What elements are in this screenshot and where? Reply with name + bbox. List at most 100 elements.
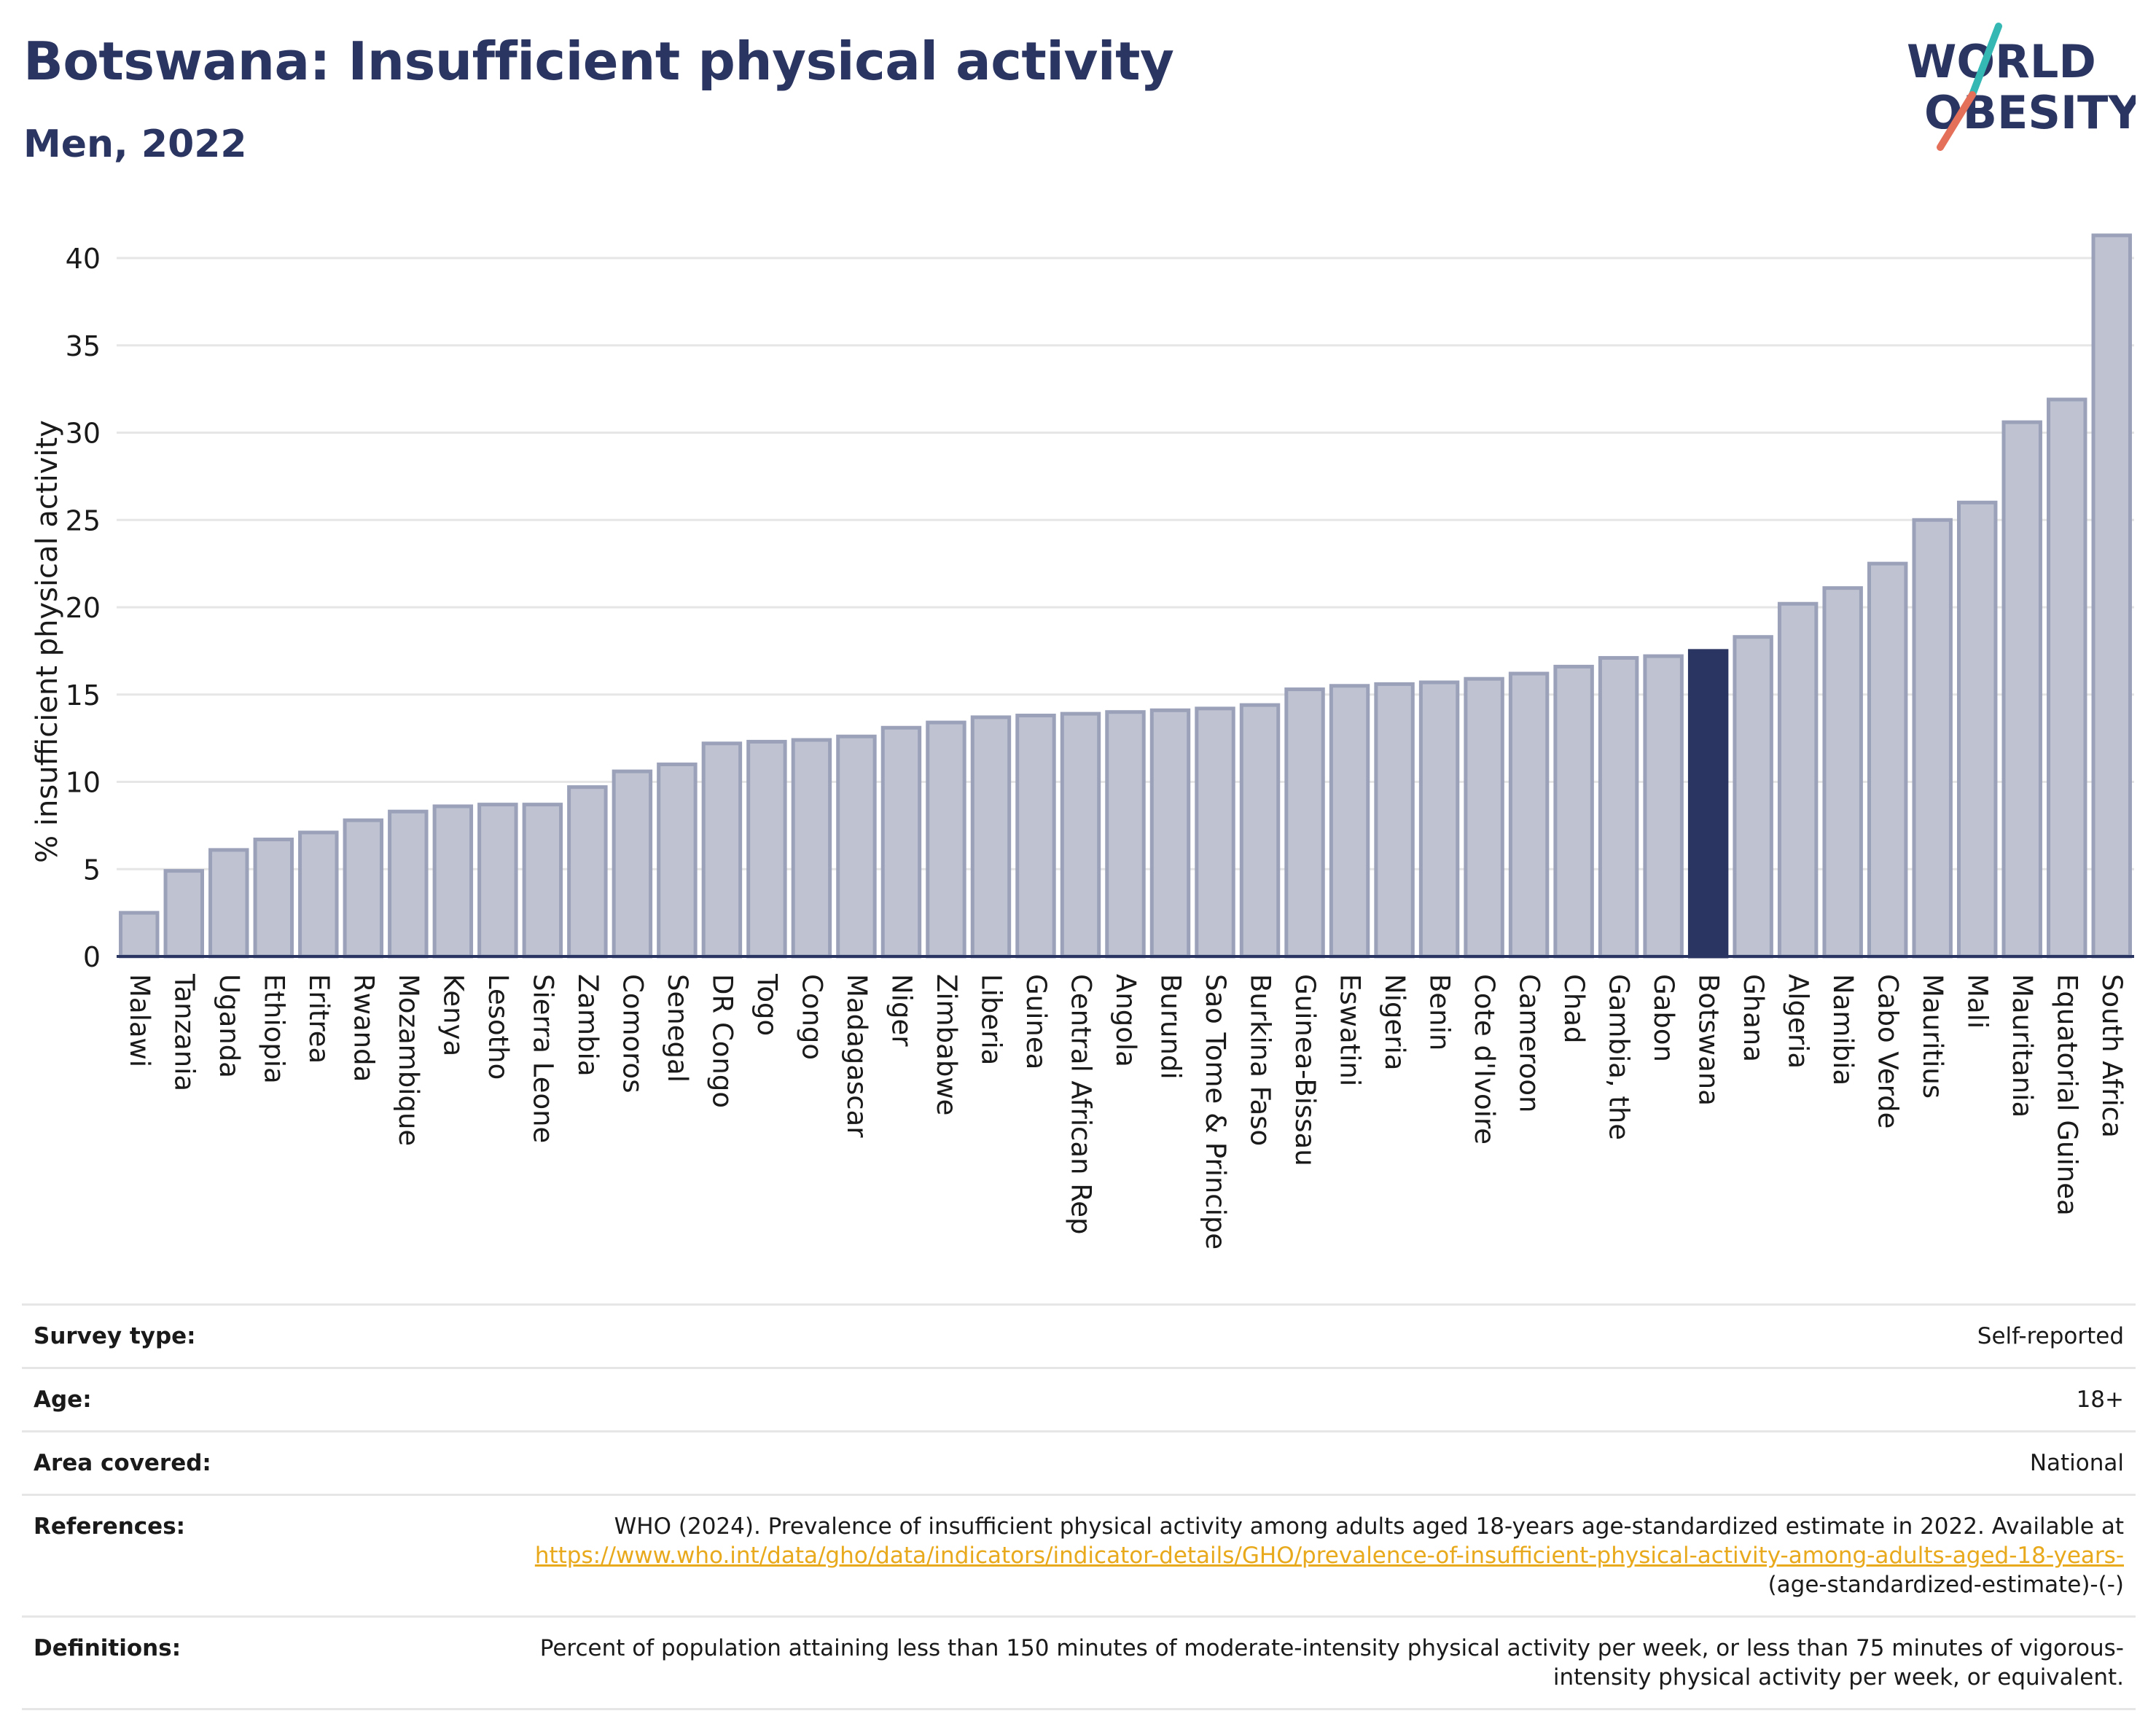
chart-subtitle: Men, 2022 — [23, 122, 247, 166]
x-tick-label: Kenya — [437, 974, 469, 1056]
bar-chart: 0 5 10 15 20 25 30 35 40 Malawi Tanzania Uganda Eth… — [31, 233, 2134, 1249]
x-tick-label: Burkina Faso — [1245, 974, 1276, 1146]
references-tail: (age-standardized-estimate)-(-) — [1768, 1572, 2124, 1598]
bar — [522, 803, 563, 959]
x-tick-label: Sierra Leone — [527, 974, 558, 1143]
y-tick-label: 40 — [66, 243, 101, 275]
definitions-label: Definitions: — [22, 1615, 483, 1710]
x-tick-label: Burundi — [1155, 974, 1187, 1080]
age-label: Age: — [22, 1367, 483, 1432]
bar — [1239, 703, 1281, 959]
survey-type-value: Self-reported — [483, 1303, 2136, 1369]
x-tick-label: Guinea-Bissau — [1289, 974, 1321, 1166]
bar — [388, 809, 429, 959]
x-tick-label: Eritrea — [303, 974, 335, 1064]
y-tick-label: 35 — [66, 330, 101, 362]
x-tick-label: Comoros — [617, 974, 648, 1093]
y-tick-label: 5 — [83, 854, 101, 886]
y-tick-label: 30 — [66, 418, 101, 450]
bar — [1195, 706, 1235, 959]
x-tick-label: Mali — [1962, 974, 1993, 1029]
definitions-value: Percent of population attaining less tha… — [483, 1615, 2136, 1710]
bar — [1418, 680, 1460, 959]
area-covered-value: National — [483, 1430, 2136, 1496]
bar — [1284, 687, 1325, 959]
info-row-age: Age: 18+ — [22, 1367, 2136, 1432]
x-tick-label: Senegal — [662, 974, 693, 1083]
x-tick-label: Liberia — [975, 974, 1007, 1065]
bar — [1553, 664, 1594, 959]
bar — [2091, 233, 2132, 959]
references-link[interactable]: https://www.who.int/data/gho/data/indica… — [534, 1543, 2124, 1569]
bar — [1733, 635, 1773, 959]
world-obesity-logo: WORLD OBESITY — [1907, 23, 2136, 151]
x-tick-label: South Africa — [2096, 974, 2128, 1138]
x-tick-label: DR Congo — [706, 974, 738, 1108]
x-tick-label: Botswana — [1693, 974, 1725, 1106]
x-tick-label: Congo — [796, 974, 827, 1060]
x-tick-label: Lesotho — [483, 974, 514, 1080]
x-tick-label: Togo — [751, 973, 783, 1036]
x-tick-label: Tanzania — [168, 973, 200, 1091]
x-tick-label: Ghana — [1738, 974, 1769, 1062]
logo-line-1: WORLD — [1907, 35, 2096, 88]
bar — [1149, 708, 1191, 959]
x-tick-label: Mozambique — [393, 974, 424, 1146]
bar — [1912, 518, 1953, 959]
chart-title: Botswana: Insufficient physical activity — [23, 31, 1174, 92]
bar — [1956, 500, 1998, 959]
bar — [1598, 655, 1639, 959]
bar-highlighted — [1687, 649, 1729, 959]
x-tick-label: Gambia, the — [1604, 974, 1635, 1140]
x-tick-label: Madagascar — [841, 974, 872, 1138]
bar — [2047, 397, 2087, 959]
x-tick-label: Zambia — [572, 974, 604, 1077]
bars — [119, 233, 2132, 959]
bar — [701, 741, 743, 959]
x-tick-label: Guinea — [1020, 974, 1052, 1069]
y-tick-label: 0 — [83, 941, 101, 973]
bar — [791, 738, 832, 959]
x-tick-label: Algeria — [1783, 974, 1814, 1069]
bar — [163, 869, 204, 959]
bar — [1105, 710, 1146, 959]
references-text: WHO (2024). Prevalence of insufficient p… — [614, 1513, 2124, 1540]
y-tick-label: 25 — [66, 504, 101, 537]
x-tick-labels: Malawi Tanzania Uganda Ethiopia Eritrea Rwand… — [124, 973, 2128, 1249]
bar — [253, 838, 294, 959]
survey-type-label: Survey type: — [22, 1303, 483, 1369]
x-tick-label: Cote d'Ivoire — [1469, 974, 1500, 1145]
x-tick-label: Rwanda — [348, 974, 379, 1082]
bar — [432, 804, 474, 959]
info-table: Survey type: Self-reported Age: 18+ Area… — [22, 1303, 2136, 1710]
bar — [298, 830, 339, 959]
info-row-definitions: Definitions: Percent of population attai… — [22, 1615, 2136, 1710]
x-tick-label: Mauritius — [1917, 974, 1948, 1099]
bar — [1822, 586, 1863, 959]
x-tick-label: Sao Tome & Principe — [1200, 974, 1231, 1249]
bar — [567, 785, 608, 959]
bar — [1867, 561, 1908, 959]
logo-slash-coral — [1937, 91, 1976, 151]
bar — [1374, 682, 1415, 959]
y-tick-label: 20 — [66, 592, 101, 624]
bar — [1464, 677, 1504, 959]
x-tick-label: Cameroon — [1514, 974, 1545, 1112]
age-value: 18+ — [483, 1367, 2136, 1432]
y-tick-label: 15 — [66, 679, 101, 711]
info-row-references: References: WHO (2024). Prevalence of in… — [22, 1494, 2136, 1618]
bar — [208, 848, 249, 959]
bar — [1015, 713, 1056, 959]
x-tick-label: Mauritania — [2007, 974, 2038, 1118]
y-axis-label: % insufficient physical activity — [31, 420, 64, 863]
bar — [343, 818, 384, 959]
bar — [1060, 711, 1101, 959]
bar — [477, 803, 518, 959]
x-tick-label: Angola — [1110, 974, 1141, 1067]
bar — [612, 769, 653, 959]
bar — [1643, 654, 1684, 959]
bar — [880, 725, 922, 959]
y-tick-label: 10 — [66, 767, 101, 799]
logo-slash-teal — [1969, 23, 2002, 98]
x-tick-label: Ethiopia — [258, 974, 289, 1084]
